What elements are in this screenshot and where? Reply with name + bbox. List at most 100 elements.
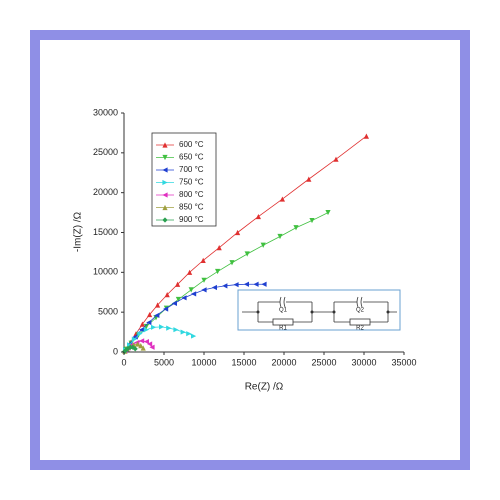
data-point bbox=[255, 213, 261, 220]
legend-marker bbox=[162, 179, 168, 186]
y-axis-title: -Im(Z) /Ω bbox=[73, 211, 84, 252]
data-point bbox=[261, 281, 267, 287]
resistor bbox=[272, 318, 294, 326]
data-point bbox=[149, 344, 155, 350]
data-point bbox=[260, 242, 266, 248]
data-point bbox=[216, 245, 222, 251]
legend-label: 800 °C bbox=[179, 190, 204, 199]
y-tick-label: 15000 bbox=[93, 227, 118, 237]
y-tick-label: 10000 bbox=[93, 267, 118, 277]
data-point bbox=[135, 341, 141, 347]
data-point bbox=[139, 327, 145, 333]
legend-label: 650 °C bbox=[179, 153, 204, 162]
inset-label: Q2 bbox=[356, 308, 365, 314]
node bbox=[332, 310, 336, 314]
data-point bbox=[173, 327, 179, 333]
data-point bbox=[277, 233, 283, 240]
data-point bbox=[139, 338, 145, 344]
frame bbox=[30, 30, 470, 470]
data-point bbox=[125, 345, 131, 352]
data-point bbox=[143, 327, 149, 333]
data-point bbox=[325, 209, 331, 216]
data-point bbox=[363, 133, 369, 139]
data-point bbox=[222, 283, 228, 289]
y-tick-label: 5000 bbox=[98, 307, 118, 317]
data-point bbox=[186, 331, 192, 337]
data-point bbox=[253, 281, 259, 287]
data-point bbox=[166, 325, 172, 331]
data-point bbox=[293, 225, 299, 231]
legend-marker bbox=[162, 204, 168, 211]
data-point bbox=[130, 344, 136, 350]
legend-marker bbox=[162, 192, 168, 198]
data-point bbox=[175, 296, 181, 303]
data-point bbox=[200, 257, 206, 263]
data-point bbox=[163, 306, 169, 312]
data-point bbox=[171, 300, 177, 307]
x-tick-label: 5000 bbox=[154, 357, 174, 367]
inset-label: R2 bbox=[356, 326, 364, 332]
data-point bbox=[123, 347, 129, 353]
data-point bbox=[333, 156, 339, 162]
legend-marker bbox=[162, 154, 168, 161]
node bbox=[386, 310, 390, 314]
x-tick-label: 25000 bbox=[311, 357, 336, 367]
data-point bbox=[229, 260, 235, 266]
data-point bbox=[140, 345, 146, 351]
resistor bbox=[349, 318, 371, 326]
legend-box bbox=[151, 132, 217, 227]
x-tick-label: 10000 bbox=[191, 357, 216, 367]
data-point bbox=[180, 329, 186, 335]
data-point bbox=[211, 284, 217, 291]
data-point bbox=[233, 282, 239, 288]
legend-label: 850 °C bbox=[179, 203, 204, 212]
legend-marker bbox=[162, 217, 168, 223]
data-point bbox=[215, 268, 221, 275]
inset-box bbox=[237, 289, 401, 331]
legend-marker bbox=[162, 167, 168, 173]
data-point bbox=[201, 277, 207, 283]
data-point bbox=[201, 287, 207, 293]
data-point bbox=[188, 287, 194, 293]
data-point bbox=[191, 291, 197, 297]
legend-label: 750 °C bbox=[179, 178, 204, 187]
data-point bbox=[151, 324, 157, 330]
data-point bbox=[191, 333, 197, 339]
legend-label: 900 °C bbox=[179, 215, 204, 224]
x-tick-label: 15000 bbox=[231, 357, 256, 367]
legend-marker bbox=[162, 142, 168, 148]
data-point bbox=[143, 323, 149, 330]
data-point bbox=[181, 295, 187, 301]
data-point bbox=[137, 331, 143, 337]
x-tick-label: 20000 bbox=[271, 357, 296, 367]
data-point bbox=[159, 324, 165, 330]
data-point bbox=[139, 321, 145, 327]
data-point bbox=[154, 312, 160, 318]
y-tick-label: 25000 bbox=[93, 147, 118, 157]
data-point bbox=[235, 229, 241, 236]
data-point bbox=[244, 251, 250, 257]
inset: Q1 R1 Q2 R2 bbox=[237, 289, 401, 332]
data-point bbox=[132, 346, 138, 352]
data-point bbox=[138, 343, 144, 349]
x-tick-label: 35000 bbox=[391, 357, 416, 367]
node bbox=[310, 310, 314, 314]
legend-label: 600 °C bbox=[179, 140, 204, 149]
data-point bbox=[131, 336, 137, 342]
cpe-symbols bbox=[279, 296, 363, 308]
data-point bbox=[187, 269, 193, 275]
data-point bbox=[132, 334, 138, 340]
data-point bbox=[175, 281, 181, 287]
data-point bbox=[243, 281, 249, 287]
x-tick-label: 30000 bbox=[351, 357, 376, 367]
legend-label: 700 °C bbox=[179, 165, 204, 174]
data-point bbox=[146, 319, 152, 326]
x-axis-title: Re(Z) /Ω bbox=[245, 382, 284, 393]
x-tick-label: 0 bbox=[121, 357, 126, 367]
data-point bbox=[143, 339, 149, 345]
data-point bbox=[306, 176, 312, 182]
data-point bbox=[147, 311, 153, 318]
node bbox=[256, 310, 260, 314]
data-point bbox=[279, 196, 285, 202]
